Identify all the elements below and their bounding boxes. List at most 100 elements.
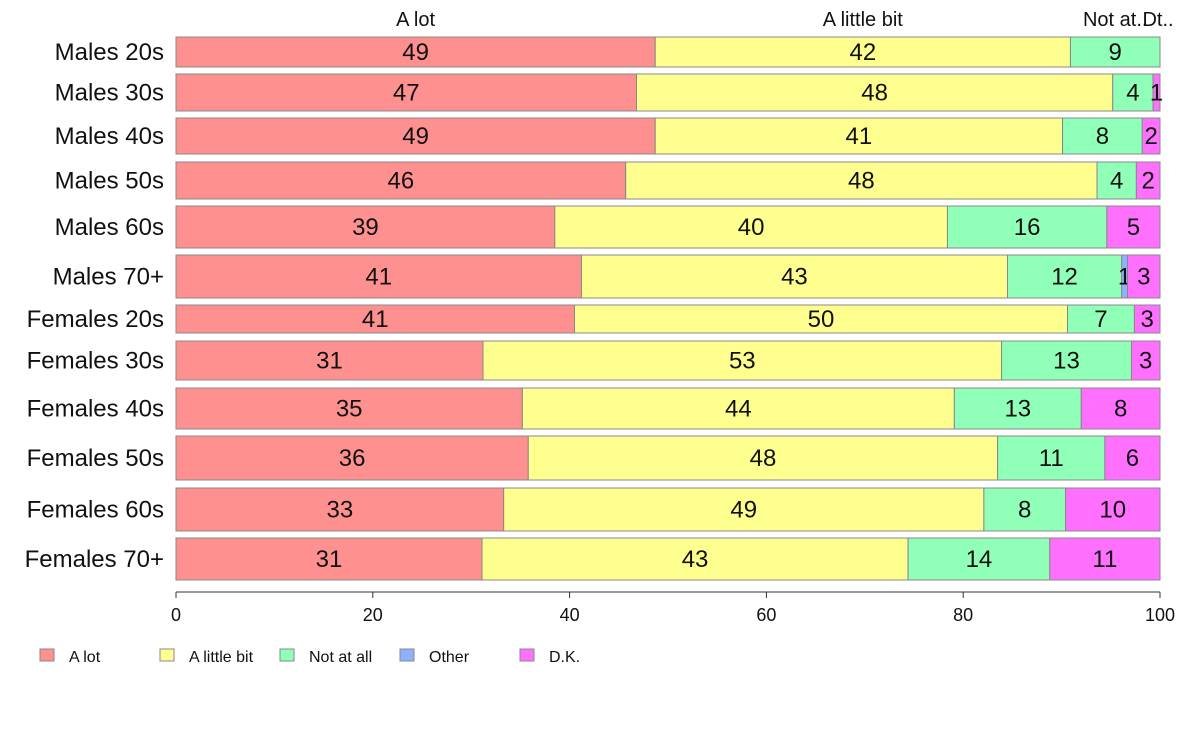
bar-segment (907, 537, 1051, 581)
data-label: 43 (781, 264, 808, 291)
data-label: 11 (1092, 546, 1117, 573)
data-label: 3 (1137, 264, 1150, 291)
bar-segment (654, 117, 1064, 155)
bar-segment (175, 205, 556, 249)
bar-segment (1152, 73, 1161, 112)
data-label: 8 (1096, 123, 1109, 150)
data-label: 42 (849, 39, 876, 66)
bar-segment (175, 161, 627, 200)
legend-swatch (39, 648, 55, 662)
data-label: 31 (316, 546, 343, 573)
top-category-label: A lot (396, 9, 435, 31)
data-label: 49 (402, 39, 429, 66)
row-label: Males 20s (55, 39, 164, 66)
data-label: 14 (966, 546, 993, 573)
row-label: Males 50s (55, 168, 164, 195)
bar-segment (1127, 254, 1161, 299)
data-label: 39 (352, 214, 379, 241)
legend-label: Not at all (309, 649, 372, 666)
bar-segment (1065, 487, 1161, 532)
data-label: 16 (1014, 214, 1041, 241)
bar-segment (1067, 304, 1135, 334)
bar-segment (1062, 117, 1143, 155)
bar-segment (946, 205, 1108, 249)
bar-segment (482, 340, 1003, 381)
bar-segment (175, 36, 656, 68)
data-label: 41 (365, 264, 392, 291)
data-label: 50 (808, 306, 835, 333)
x-tick-label: 40 (560, 605, 580, 625)
top-category-label: Not at.. (1083, 9, 1147, 31)
row-label: Females 50s (27, 445, 164, 472)
bar-segment (481, 537, 909, 581)
bar-segment (953, 387, 1082, 430)
bar-segment (521, 387, 955, 430)
data-label: 49 (730, 497, 757, 524)
data-label: 13 (1004, 396, 1031, 423)
bar-segment (1080, 387, 1161, 430)
data-label: 53 (729, 348, 756, 375)
bar-segment (574, 304, 1069, 334)
bar-segment (580, 254, 1008, 299)
data-label: 33 (326, 497, 353, 524)
row-label: Males 30s (55, 80, 164, 107)
bar-segment (1049, 537, 1161, 581)
data-label: 48 (861, 80, 888, 107)
legend-label: Other (429, 649, 470, 666)
data-label: 8 (1018, 497, 1031, 524)
data-label: 41 (846, 123, 873, 150)
bar-segment (554, 205, 948, 249)
data-label: 9 (1109, 39, 1122, 66)
bar-segment (175, 340, 484, 381)
bar-segment (1112, 73, 1154, 112)
bar-segment (175, 435, 529, 481)
legend-label: A little bit (189, 649, 254, 666)
row-label: Females 70+ (25, 546, 164, 573)
data-label: 36 (339, 445, 366, 472)
data-label: 2 (1144, 123, 1157, 150)
bar-segment (175, 304, 576, 334)
data-label: 1 (1150, 80, 1163, 107)
bar-segment (1130, 340, 1161, 381)
top-category-label: A little bit (823, 9, 903, 31)
data-label: 31 (316, 348, 343, 375)
bar-segment (503, 487, 985, 532)
row-label: Females 60s (27, 497, 164, 524)
data-label: 7 (1094, 306, 1107, 333)
bar-segment (1135, 161, 1161, 200)
legend-label: A lot (69, 649, 101, 666)
bar-segment (1006, 254, 1123, 299)
data-label: 2 (1142, 168, 1155, 195)
data-label: 4 (1126, 80, 1139, 107)
data-label: 6 (1126, 445, 1139, 472)
row-label: Females 30s (27, 348, 164, 375)
bar-segment (983, 487, 1067, 532)
data-label: 5 (1127, 214, 1140, 241)
data-label: 12 (1051, 264, 1078, 291)
bar-segment (175, 537, 483, 581)
legend-swatch (279, 648, 295, 662)
legend-swatch (519, 648, 535, 662)
bar-segment (654, 36, 1071, 68)
bar-segment (175, 117, 656, 155)
x-tick-label: 20 (363, 605, 383, 625)
data-label: 46 (387, 168, 414, 195)
bar-segment (1106, 205, 1161, 249)
data-label: 44 (725, 396, 752, 423)
data-label: 48 (750, 445, 777, 472)
data-label: 8 (1114, 396, 1127, 423)
bar-segment (175, 487, 505, 532)
data-label: 41 (362, 306, 389, 333)
legend-swatch (159, 648, 175, 662)
x-tick-label: 0 (171, 605, 181, 625)
data-label: 43 (682, 546, 709, 573)
bar-segment (1096, 161, 1137, 200)
bar-segment (625, 161, 1098, 200)
bar-segment (527, 435, 999, 481)
bar-segment (1069, 36, 1161, 68)
x-tick-label: 80 (953, 605, 973, 625)
bar-segment (1104, 435, 1161, 481)
row-label: Females 40s (27, 396, 164, 423)
data-label: 3 (1139, 348, 1152, 375)
bar-segment (175, 387, 523, 430)
